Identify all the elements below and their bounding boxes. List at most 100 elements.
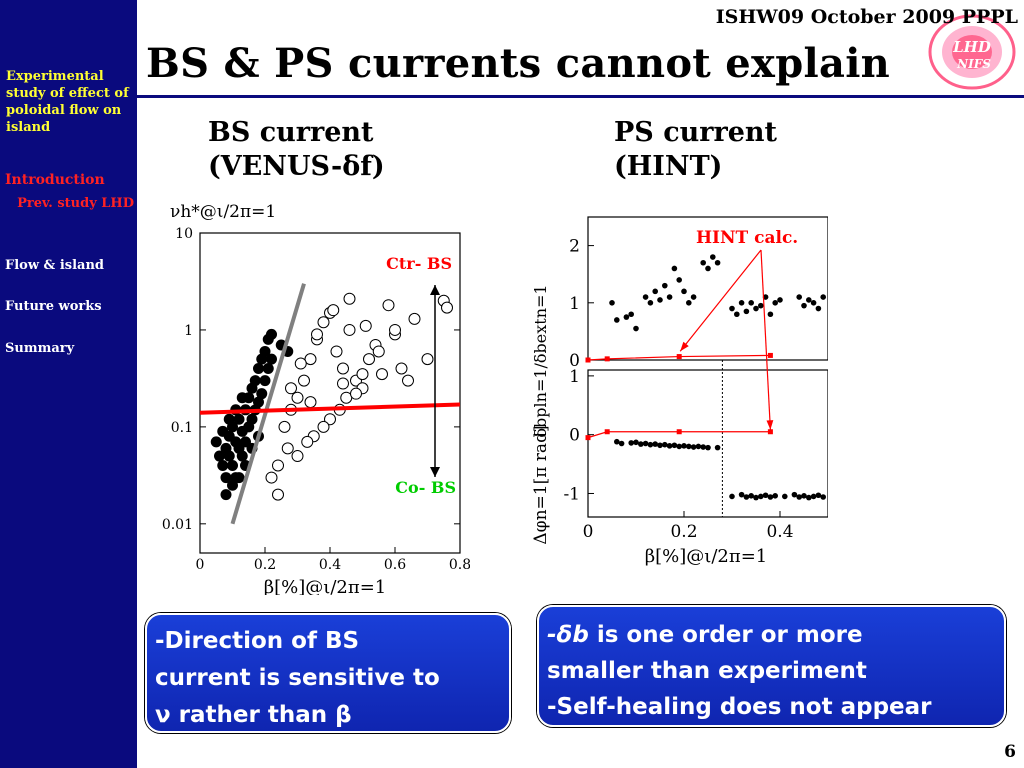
- left-x-tick-label: 0: [196, 557, 205, 573]
- sidebar-item-prev-study[interactable]: Prev. study LHD: [17, 196, 134, 211]
- right-top-frame: [587, 216, 828, 361]
- conference-label: ISHW09 October 2009 PPPL: [715, 6, 1018, 28]
- left-open-point: [291, 450, 304, 463]
- right-xlabel: β[%]@ι/2π=1: [645, 546, 768, 567]
- right-top-point: [642, 294, 649, 300]
- left-filled-point: [236, 392, 248, 404]
- right-bottom-point: [767, 494, 774, 500]
- right-top-point: [806, 297, 812, 303]
- left-filled-point: [217, 459, 229, 471]
- right-top-point: [820, 294, 826, 300]
- left-open-point: [327, 304, 340, 317]
- left-filled-point: [227, 479, 238, 491]
- left-filled-point: [233, 413, 245, 425]
- bs-current-chart: 0 0.2 0.4 0.6 0.8 10 1 0.1 0.01 νh*@ι/2π=1 β[%]@…: [162, 202, 470, 595]
- right-bottom-point: [738, 491, 745, 498]
- right-bottom-hint-line: [587, 431, 771, 439]
- left-open-point: [337, 362, 349, 375]
- right-bottom-point: [647, 441, 654, 448]
- left-y-tick-label: 0.01: [162, 517, 193, 533]
- right-bottom-point: [676, 443, 682, 450]
- right-top-point: [690, 294, 697, 300]
- right-top-point: [647, 300, 654, 306]
- right-top-hint-marker: [767, 352, 773, 358]
- left-ylabel: νh*@ι/2π=1: [170, 202, 276, 222]
- right-top-y-tick-label: 2: [569, 237, 580, 257]
- left-open-point: [376, 368, 388, 381]
- right-ylabel-top: δbpln=1/δbextn=1: [531, 284, 550, 437]
- right-top-point: [700, 259, 706, 266]
- left-filled-point: [227, 459, 238, 471]
- right-top-point: [662, 282, 668, 289]
- sidebar-item-flow-island[interactable]: Flow & island: [5, 258, 104, 273]
- right-top-point: [748, 300, 754, 306]
- right-bottom-point: [657, 442, 663, 449]
- page-title: BS & PS currents cannot explain: [146, 40, 891, 87]
- left-open-point: [272, 488, 284, 501]
- sidebar-item-introduction[interactable]: Introduction: [5, 172, 105, 188]
- right-top-point: [623, 314, 630, 320]
- right-bottom-point: [642, 440, 649, 447]
- hint-arrow-head-a: [680, 341, 689, 352]
- note-right-line1-prefix: -δb: [547, 622, 589, 648]
- right-bottom-y-tick-label: -1: [563, 484, 580, 504]
- right-bottom-point: [782, 493, 788, 500]
- left-open-point: [356, 368, 369, 381]
- right-bottom-point: [695, 443, 702, 450]
- right-bottom-point: [820, 494, 826, 500]
- right-bottom-point: [628, 440, 634, 446]
- hint-calc-label: HINT calc.: [696, 228, 798, 248]
- left-open-point: [298, 374, 310, 387]
- right-top-point: [729, 305, 735, 312]
- left-filled-point: [259, 375, 271, 387]
- left-open-point: [441, 301, 453, 314]
- note-db-order: -δb is one order or more smaller than ex…: [537, 605, 1006, 727]
- right-top-point: [758, 302, 764, 309]
- ps-heading-line1: PS current: [614, 117, 778, 148]
- left-open-point: [343, 323, 356, 336]
- right-top-hint-line: [587, 354, 771, 361]
- right-bottom-point: [729, 493, 735, 500]
- right-top-point: [705, 265, 711, 272]
- title-divider: [137, 95, 1024, 98]
- sidebar-item-summary[interactable]: Summary: [5, 341, 75, 356]
- left-y-tick-label: 1: [184, 323, 193, 339]
- left-arrow-head-top: [430, 285, 440, 295]
- left-open-point: [402, 374, 414, 387]
- sidebar-item-future-works[interactable]: Future works: [5, 299, 102, 314]
- left-filled-point: [266, 328, 277, 340]
- left-open-point: [281, 442, 294, 455]
- left-filled-point: [266, 353, 277, 365]
- note-left-line1: -Direction of BS: [155, 628, 360, 654]
- right-top-point: [710, 254, 716, 260]
- left-filled-point: [223, 450, 235, 462]
- hint-arrow-head-b: [766, 420, 774, 430]
- right-bottom-point: [743, 494, 750, 500]
- hint-arrow-a: [679, 249, 762, 352]
- left-x-tick-label: 0.8: [449, 557, 470, 573]
- right-top-point: [666, 294, 673, 300]
- hint-arrow-b: [760, 249, 771, 430]
- right-bottom-frame: [587, 369, 828, 518]
- left-filled-point: [262, 363, 274, 375]
- right-bottom-y-tick-label: 0: [569, 426, 580, 446]
- bs-heading-line1: BS current: [208, 117, 374, 148]
- left-xlabel: β[%]@ι/2π=1: [264, 577, 387, 595]
- right-x-tick-label: 0: [583, 522, 594, 542]
- right-top-point: [657, 297, 663, 303]
- left-open-point: [372, 345, 385, 358]
- right-bottom-point: [666, 443, 673, 449]
- left-open-point: [317, 316, 330, 329]
- right-top-point: [743, 308, 750, 315]
- right-top-point: [686, 300, 692, 306]
- right-top-point: [753, 305, 759, 312]
- right-bottom-point: [638, 441, 644, 447]
- ctr-bs-label: Ctr- BS: [386, 254, 452, 273]
- right-bottom-point: [801, 493, 807, 499]
- ps-current-heading: PS current (HINT): [614, 116, 777, 184]
- left-open-point: [317, 420, 330, 433]
- left-reference-line: [199, 402, 461, 415]
- right-top-point: [810, 300, 817, 306]
- right-top-point: [609, 300, 615, 306]
- left-filled-point: [253, 363, 264, 375]
